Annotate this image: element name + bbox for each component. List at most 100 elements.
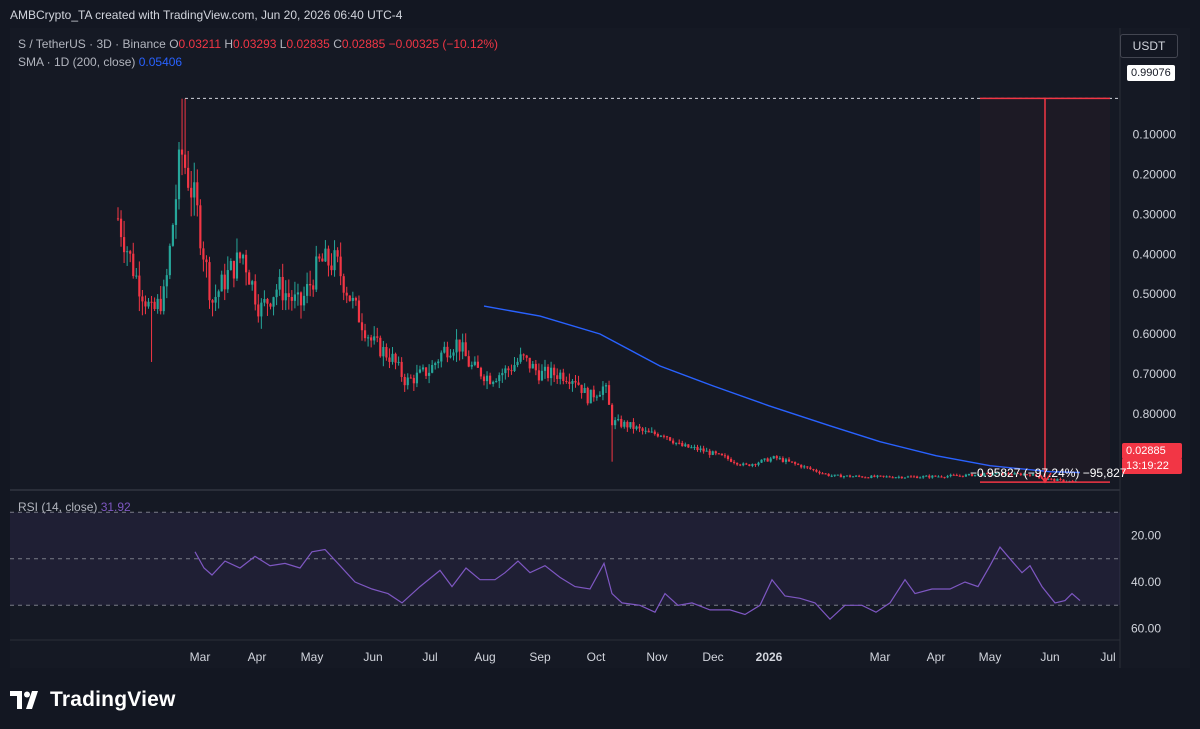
candle-body (995, 472, 998, 475)
candle-body (351, 297, 354, 301)
candle-body (397, 361, 400, 363)
candle-body (321, 258, 324, 262)
candle-body (275, 289, 278, 298)
candle-body (269, 303, 272, 307)
candle-body (723, 455, 727, 457)
rsi-legend[interactable]: RSI (14, close) 31.92 (18, 500, 131, 514)
candle-body (257, 304, 260, 317)
candle-body (970, 474, 974, 477)
candle-body (550, 367, 553, 379)
candle-body (357, 300, 361, 323)
currency-button[interactable]: USDT (1120, 34, 1178, 58)
tradingview-logo-icon (10, 691, 42, 709)
candle-body (1028, 474, 1032, 476)
ohlc-close: 0.02885 (341, 37, 386, 51)
candle-body (778, 458, 781, 460)
candle-body (973, 474, 977, 477)
candle-body (687, 444, 690, 448)
candle-body (882, 475, 885, 477)
candle-body (571, 380, 574, 384)
sma-label: SMA · 1D (200, close) (18, 55, 136, 69)
candle-body (177, 149, 181, 200)
candle-body (1010, 474, 1013, 476)
candle-body (1059, 479, 1062, 481)
candle-body (254, 281, 257, 305)
candle-body (123, 237, 126, 253)
candle-body (1007, 473, 1010, 475)
candle-body (540, 370, 544, 381)
candle-body (196, 182, 199, 206)
candle-body (614, 420, 617, 426)
candle-body (912, 476, 916, 478)
candle-body (400, 361, 403, 377)
brand-logo[interactable]: TradingView (10, 686, 176, 714)
candle-body (714, 451, 717, 454)
candle-body (839, 474, 842, 478)
candle-body (574, 380, 577, 383)
candle-body (214, 296, 217, 303)
candle-body (437, 361, 440, 364)
candle-body (132, 253, 135, 277)
candle-body (510, 370, 513, 372)
price-tick-label: 0.10000 (1133, 128, 1177, 142)
time-tick-label: Aug (474, 650, 495, 664)
candle-body (296, 292, 300, 295)
candle-body (464, 342, 467, 357)
candle-body (391, 353, 394, 362)
rsi-line[interactable] (194, 546, 1081, 621)
candle-body (129, 251, 132, 254)
candle-body (665, 436, 669, 438)
candle-body (241, 254, 245, 259)
candle-body (733, 461, 736, 463)
candle-body (431, 365, 434, 373)
candle-body (507, 368, 510, 371)
candle-body (742, 463, 745, 466)
candle-body (781, 458, 784, 462)
candle-body (489, 375, 492, 384)
time-tick-label: Mar (870, 650, 891, 664)
candle-body (345, 292, 348, 296)
candle-body (1013, 472, 1016, 475)
candle-body (775, 456, 778, 459)
candle-body (501, 373, 504, 376)
candle-body (595, 396, 598, 398)
candle-body (684, 444, 687, 447)
candle-body (458, 339, 461, 352)
time-tick-label: May (301, 650, 324, 664)
candle-body (418, 369, 422, 373)
candle-body (205, 259, 208, 263)
time-tick-label: 2026 (756, 650, 783, 664)
candle-body (760, 459, 763, 463)
candle-body (376, 336, 379, 338)
sma-line[interactable] (483, 305, 1081, 474)
time-tick-label: Jun (363, 650, 382, 664)
chart-area[interactable] (10, 28, 1190, 668)
candle-body (757, 462, 760, 465)
candle-body (519, 354, 522, 362)
candle-body (647, 430, 650, 433)
candle-body (223, 274, 226, 290)
candle-body (751, 464, 754, 466)
candle-body (302, 295, 306, 306)
candle-body (543, 366, 547, 371)
candle-body (611, 404, 614, 426)
rsi-tick-label: 60.00 (1131, 622, 1161, 636)
candle-body (424, 367, 428, 376)
sma-legend[interactable]: SMA · 1D (200, close) 0.05406 (18, 55, 182, 69)
time-tick-label: Jul (1100, 650, 1115, 664)
candle-body (1001, 472, 1004, 475)
candle-body (745, 463, 748, 465)
candle-body (696, 446, 699, 451)
candle-body (922, 476, 925, 478)
candle-body (202, 248, 205, 260)
candle-body (165, 275, 168, 287)
candle-body (790, 461, 794, 463)
candle-body (184, 154, 187, 168)
candle-body (998, 472, 1001, 474)
candle-body (144, 301, 147, 307)
candle-body (678, 442, 681, 444)
candle-body (903, 477, 906, 479)
candle-body (434, 363, 437, 366)
